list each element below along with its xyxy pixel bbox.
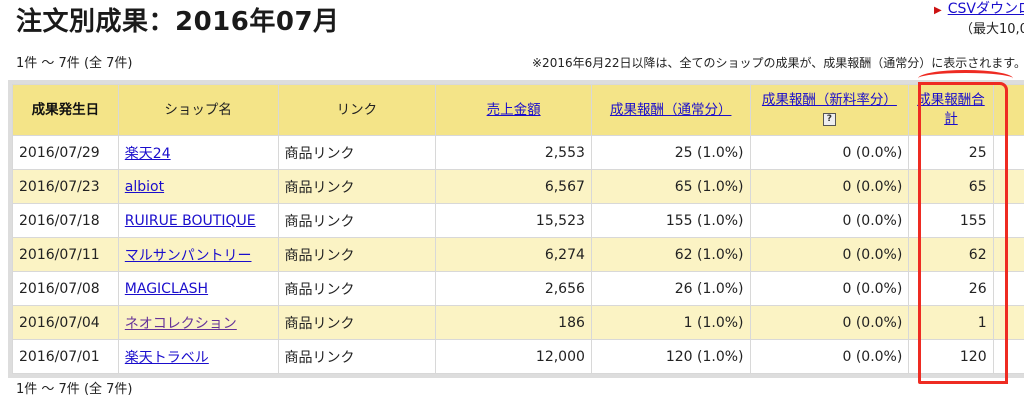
csv-limit-note: （最大10,000件）: [960, 22, 1024, 37]
shop-link[interactable]: albiot: [124, 178, 165, 195]
cell-reward-new: 0 (0.0%): [749, 169, 910, 204]
cell-link-type: 商品リンク: [277, 135, 437, 170]
cell-reward-new: 0 (0.0%): [749, 339, 910, 374]
cell-shop: マルサンパントリー: [117, 237, 279, 272]
results-table: 成果発生日 ショップ名 リンク 売上金額 成果報酬（通常分） 成果報酬（新料率分…: [12, 84, 1024, 374]
cell-reward-normal: 155 (1.0%): [590, 203, 751, 238]
cell-cutoff: [992, 339, 1024, 374]
cell-cutoff: [992, 169, 1024, 204]
sort-sales-link[interactable]: 売上金額: [486, 101, 541, 118]
cell-sales: 6,567: [435, 169, 592, 204]
cell-reward-new: 0 (0.0%): [749, 271, 910, 306]
cell-reward-total: 25: [908, 135, 994, 170]
cell-link-type: 商品リンク: [277, 169, 437, 204]
cell-date: 2016/07/04: [12, 305, 119, 340]
results-table-frame: 成果発生日 ショップ名 リンク 売上金額 成果報酬（通常分） 成果報酬（新料率分…: [8, 80, 1024, 378]
cell-date: 2016/07/11: [12, 237, 119, 272]
header-date: 成果発生日: [12, 84, 119, 136]
cell-shop: MAGICLASH: [117, 271, 279, 306]
shop-link[interactable]: 楽天24: [124, 145, 171, 162]
cell-sales: 2,553: [435, 135, 592, 170]
table-row: 2016/07/01 楽天トラベル 商品リンク 12,000 120 (1.0%…: [12, 339, 1024, 374]
table-header-row: 成果発生日 ショップ名 リンク 売上金額 成果報酬（通常分） 成果報酬（新料率分…: [12, 84, 1024, 136]
header-link: リンク: [277, 84, 437, 136]
cell-sales: 6,274: [435, 237, 592, 272]
cell-reward-total: 62: [908, 237, 994, 272]
table-row: 2016/07/29 楽天24 商品リンク 2,553 25 (1.0%) 0 …: [12, 135, 1024, 170]
sort-reward-total-link[interactable]: 成果報酬合計: [917, 92, 985, 127]
cell-reward-total: 155: [908, 203, 994, 238]
cell-reward-normal: 120 (1.0%): [590, 339, 751, 374]
result-count-top: 1件 〜 7件 (全 7件): [16, 56, 133, 71]
shop-link[interactable]: MAGICLASH: [124, 280, 209, 297]
cell-link-type: 商品リンク: [277, 237, 437, 272]
cell-shop: RUIRUE BOUTIQUE: [117, 203, 279, 238]
table-row: 2016/07/18 RUIRUE BOUTIQUE 商品リンク 15,523 …: [12, 203, 1024, 238]
header-reward-normal: 成果報酬（通常分）: [590, 84, 751, 136]
cell-link-type: 商品リンク: [277, 203, 437, 238]
shop-link[interactable]: マルサンパントリー: [124, 247, 252, 264]
cell-date: 2016/07/23: [12, 169, 119, 204]
cell-date: 2016/07/01: [12, 339, 119, 374]
cell-reward-new: 0 (0.0%): [749, 237, 910, 272]
table-row: 2016/07/04 ネオコレクション 商品リンク 186 1 (1.0%) 0…: [12, 305, 1024, 340]
help-icon[interactable]: ?: [822, 112, 836, 126]
cell-sales: 2,656: [435, 271, 592, 306]
cell-reward-new: 0 (0.0%): [749, 203, 910, 238]
csv-download-link[interactable]: CSVダウンロード: [947, 1, 1024, 17]
cell-shop: albiot: [117, 169, 279, 204]
shop-link[interactable]: RUIRUE BOUTIQUE: [124, 212, 256, 229]
cell-reward-total: 1: [908, 305, 994, 340]
cell-reward-normal: 62 (1.0%): [590, 237, 751, 272]
cell-reward-normal: 26 (1.0%): [590, 271, 751, 306]
cell-date: 2016/07/29: [12, 135, 119, 170]
cell-link-type: 商品リンク: [277, 305, 437, 340]
shop-link[interactable]: ネオコレクション: [124, 315, 237, 332]
sort-reward-normal-link[interactable]: 成果報酬（通常分）: [609, 101, 732, 118]
cell-reward-new: 0 (0.0%): [749, 305, 910, 340]
cell-sales: 15,523: [435, 203, 592, 238]
cell-reward-normal: 65 (1.0%): [590, 169, 751, 204]
cell-sales: 12,000: [435, 339, 592, 374]
header-sales: 売上金額: [435, 84, 592, 136]
cell-reward-total: 26: [908, 271, 994, 306]
triangle-right-icon: ▶: [934, 5, 942, 16]
header-shop: ショップ名: [117, 84, 279, 136]
cell-cutoff: [992, 305, 1024, 340]
header-reward-total: 成果報酬合計: [908, 84, 994, 136]
cell-cutoff: [992, 271, 1024, 306]
cell-reward-normal: 1 (1.0%): [590, 305, 751, 340]
cell-shop: 楽天24: [117, 135, 279, 170]
header-cutoff: [992, 84, 1024, 136]
table-row: 2016/07/08 MAGICLASH 商品リンク 2,656 26 (1.0…: [12, 271, 1024, 306]
cell-reward-normal: 25 (1.0%): [590, 135, 751, 170]
header-reward-new: 成果報酬（新料率分）?: [749, 84, 910, 136]
cell-cutoff: [992, 237, 1024, 272]
csv-download: ▶ CSVダウンロード: [934, 0, 1024, 18]
shop-link[interactable]: 楽天トラベル: [124, 349, 209, 366]
table-row: 2016/07/23 albiot 商品リンク 6,567 65 (1.0%) …: [12, 169, 1024, 204]
cell-reward-new: 0 (0.0%): [749, 135, 910, 170]
cell-date: 2016/07/08: [12, 271, 119, 306]
cell-reward-total: 120: [908, 339, 994, 374]
cell-cutoff: [992, 135, 1024, 170]
cell-reward-total: 65: [908, 169, 994, 204]
page-title: 注文別成果：2016年07月: [16, 7, 340, 37]
table-row: 2016/07/11 マルサンパントリー 商品リンク 6,274 62 (1.0…: [12, 237, 1024, 272]
cell-date: 2016/07/18: [12, 203, 119, 238]
notice-text: ※2016年6月22日以降は、全てのショップの成果が、成果報酬（通常分）に表示さ…: [532, 56, 1024, 70]
sort-reward-new-link[interactable]: 成果報酬（新料率分）: [761, 92, 897, 108]
cell-link-type: 商品リンク: [277, 339, 437, 374]
result-count-bottom: 1件 〜 7件 (全 7件): [16, 382, 133, 397]
cell-cutoff: [992, 203, 1024, 238]
cell-shop: ネオコレクション: [117, 305, 279, 340]
cell-shop: 楽天トラベル: [117, 339, 279, 374]
cell-link-type: 商品リンク: [277, 271, 437, 306]
cell-sales: 186: [435, 305, 592, 340]
